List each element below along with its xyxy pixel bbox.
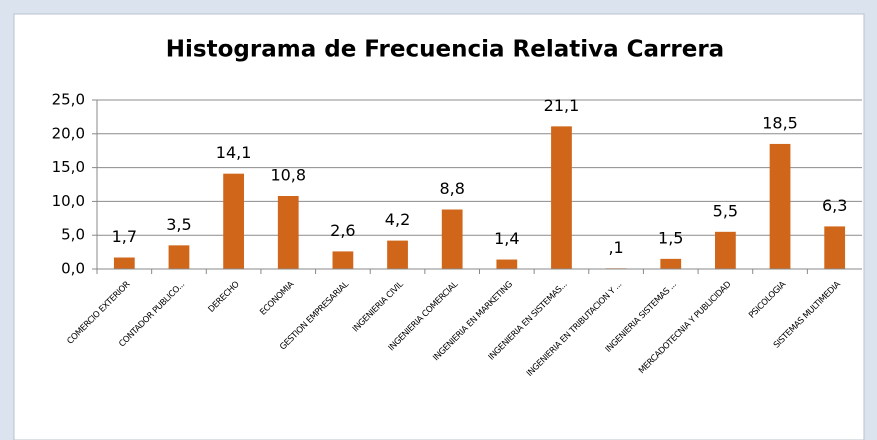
y-tick-label: 25,0 bbox=[52, 91, 85, 109]
chart-title: Histograma de Frecuencia Relativa Carrer… bbox=[166, 37, 724, 63]
data-label: 6,3 bbox=[822, 196, 847, 215]
data-label: 3,5 bbox=[166, 215, 191, 234]
data-label: 4,2 bbox=[385, 210, 410, 229]
y-tick-label: 20,0 bbox=[52, 124, 85, 142]
data-label: 10,8 bbox=[270, 165, 306, 184]
data-label: 1,7 bbox=[112, 227, 137, 246]
bar bbox=[113, 257, 135, 269]
bar bbox=[441, 209, 463, 269]
bar bbox=[769, 143, 791, 269]
bar bbox=[168, 245, 190, 269]
bar bbox=[223, 173, 244, 269]
bar bbox=[551, 126, 572, 269]
y-tick-label: 5,0 bbox=[61, 226, 85, 244]
chart-area bbox=[13, 13, 865, 440]
y-tick-label: 10,0 bbox=[52, 192, 85, 210]
bar bbox=[496, 259, 518, 269]
bar bbox=[387, 240, 408, 269]
data-label: 14,1 bbox=[216, 143, 252, 162]
data-label: 1,5 bbox=[658, 228, 683, 247]
bar bbox=[715, 231, 736, 269]
data-label: 8,8 bbox=[439, 179, 464, 198]
data-label: ,1 bbox=[608, 238, 623, 257]
bar bbox=[332, 251, 354, 269]
data-label: 21,1 bbox=[544, 96, 580, 115]
data-label: 18,5 bbox=[762, 113, 798, 132]
bar bbox=[660, 258, 682, 269]
bar bbox=[824, 226, 846, 269]
data-label: 1,4 bbox=[494, 229, 519, 248]
y-tick-label: 0,0 bbox=[61, 260, 85, 278]
bar bbox=[277, 195, 299, 269]
y-tick-label: 15,0 bbox=[52, 158, 85, 176]
data-label: 2,6 bbox=[330, 221, 355, 240]
data-label: 5,5 bbox=[713, 201, 738, 220]
